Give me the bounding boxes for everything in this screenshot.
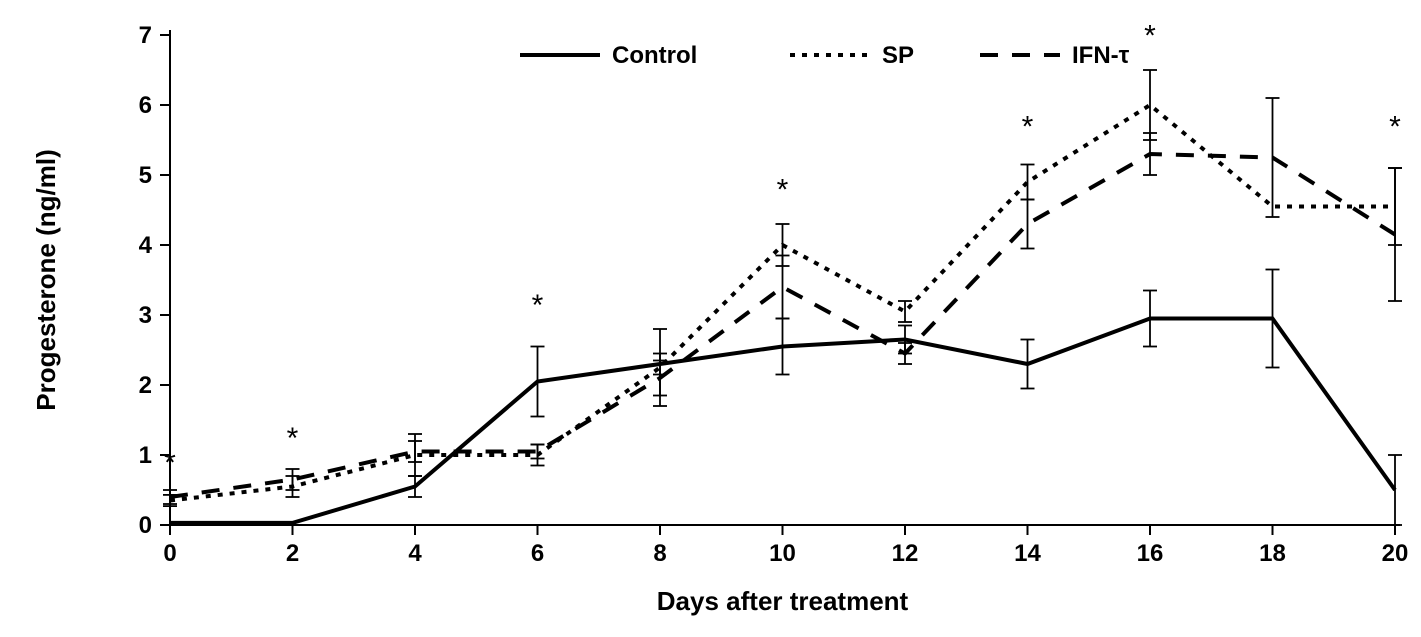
y-tick-label: 2	[139, 372, 152, 399]
x-tick-label: 0	[163, 540, 176, 567]
significance-star: *	[287, 422, 299, 455]
legend-label-sp: SP	[882, 42, 914, 69]
progesterone-chart: 0123456702468101214161820Days after trea…	[0, 0, 1421, 637]
y-tick-label: 7	[139, 22, 152, 49]
x-tick-label: 12	[892, 540, 919, 567]
x-tick-label: 16	[1137, 540, 1164, 567]
y-tick-label: 4	[139, 232, 153, 259]
significance-star: *	[777, 174, 789, 207]
significance-star: *	[1389, 111, 1401, 144]
x-tick-label: 20	[1382, 540, 1409, 567]
legend-label-ifn-tau: IFN-τ	[1072, 42, 1130, 69]
y-tick-label: 1	[139, 442, 152, 469]
x-tick-label: 8	[653, 540, 666, 567]
legend-label-control: Control	[612, 42, 697, 69]
x-tick-label: 10	[769, 540, 796, 567]
y-tick-label: 3	[139, 302, 152, 329]
x-tick-label: 18	[1259, 540, 1286, 567]
x-axis-title: Days after treatment	[657, 586, 909, 616]
y-tick-label: 6	[139, 92, 152, 119]
y-axis-title: Progesterone (ng/ml)	[31, 149, 61, 410]
y-tick-label: 0	[139, 512, 152, 539]
x-tick-label: 14	[1014, 540, 1041, 567]
significance-star: *	[1022, 111, 1034, 144]
significance-star: *	[1144, 20, 1156, 53]
x-tick-label: 4	[408, 540, 422, 567]
y-tick-label: 5	[139, 162, 152, 189]
significance-star: *	[164, 447, 176, 480]
significance-star: *	[532, 289, 544, 322]
x-tick-label: 2	[286, 540, 299, 567]
x-tick-label: 6	[531, 540, 544, 567]
chart-container: 0123456702468101214161820Days after trea…	[0, 0, 1421, 637]
